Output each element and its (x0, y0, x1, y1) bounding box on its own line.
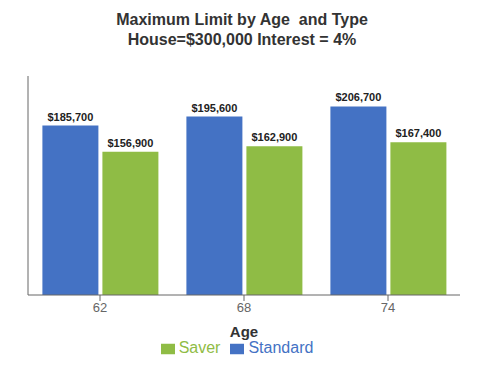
html-text:Saver: Saver (178, 339, 221, 356)
svg-text:$195,600: $195,600 (191, 102, 237, 114)
html-text:Standard: Standard (248, 339, 314, 356)
svg-text:74: 74 (381, 300, 395, 315)
svg-text:$167,400: $167,400 (395, 127, 441, 139)
svg-text:68: 68 (237, 300, 251, 315)
html-text:House=$300,000 Interest = 4%: House=$300,000 Interest = 4% (127, 31, 357, 48)
svg-text:$206,700: $206,700 (335, 91, 381, 103)
html-text:Maximum Limit by Age and Type: Maximum Limit by Age and Type (116, 11, 368, 28)
svg-text:$162,900: $162,900 (251, 131, 297, 143)
svg-text:$156,900: $156,900 (107, 137, 153, 149)
svg-text:$185,700: $185,700 (47, 111, 93, 123)
svg-text:62: 62 (93, 300, 107, 315)
svg-text:Age: Age (230, 323, 258, 340)
